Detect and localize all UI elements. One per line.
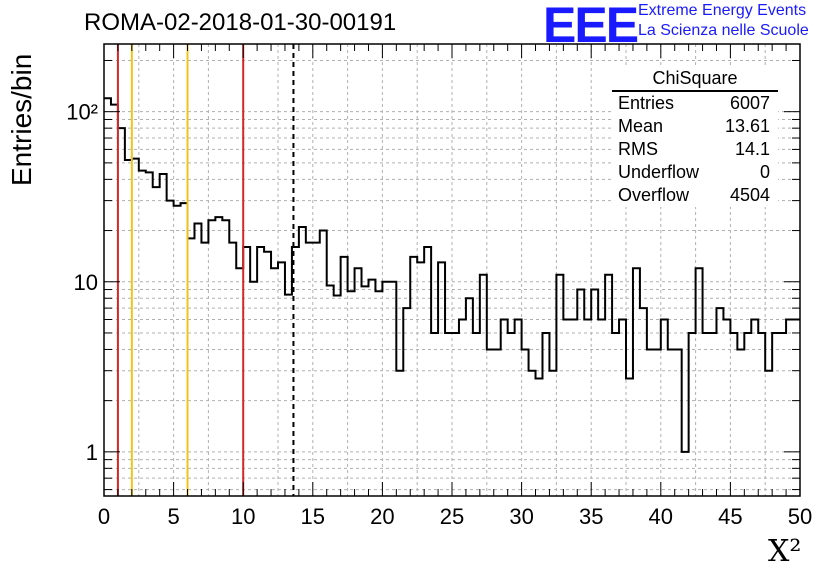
x-tick-label: 10: [231, 504, 255, 529]
x-tick-label: 50: [788, 504, 812, 529]
stats-row-entries: Entries 6007: [612, 92, 778, 115]
stats-box: ChiSquare Entries 6007 Mean 13.61 RMS 14…: [612, 66, 778, 207]
logo-line-2: La Scienza nelle Scuole: [638, 22, 809, 39]
stats-title: ChiSquare: [612, 66, 778, 92]
stats-value: 4504: [729, 185, 770, 205]
stats-value: 14.1: [734, 139, 770, 159]
x-tick-label: 25: [440, 504, 464, 529]
x-tick-label: 40: [649, 504, 673, 529]
x-tick-label: 20: [370, 504, 394, 529]
stats-label: Mean: [618, 116, 664, 136]
stats-row-mean: Mean 13.61: [612, 115, 778, 138]
stats-label: RMS: [618, 139, 658, 159]
x-tick-label: 45: [718, 504, 742, 529]
stats-value: 0: [759, 162, 770, 182]
y-tick-label: 1: [86, 440, 98, 465]
stats-label: Underflow: [618, 162, 700, 182]
eee-logo: EEE: [543, 0, 639, 53]
stats-label: Entries: [618, 93, 675, 113]
logo-line-1: Extreme Energy Events: [638, 2, 807, 19]
x-tick-label: 0: [98, 504, 110, 529]
x-tick-label: 5: [167, 504, 179, 529]
chart-title: ROMA-02-2018-01-30-00191: [84, 9, 397, 36]
stats-row-rms: RMS 14.1: [612, 138, 778, 161]
histogram-series: [104, 97, 800, 453]
stats-row-underflow: Underflow 0: [612, 161, 778, 184]
x-tick-label: 35: [579, 504, 603, 529]
stats-label: Overflow: [618, 185, 690, 205]
stats-row-overflow: Overflow 4504: [612, 184, 778, 207]
stats-value: 13.61: [724, 116, 770, 136]
x-axis-label: X²: [768, 534, 802, 569]
x-tick-label: 15: [301, 504, 325, 529]
y-axis-label: Entries/bin: [6, 53, 37, 186]
stats-value: 6007: [729, 93, 770, 113]
y-tick-label: 10²: [66, 100, 98, 125]
y-tick-label: 10: [74, 270, 98, 295]
x-tick-label: 30: [509, 504, 533, 529]
